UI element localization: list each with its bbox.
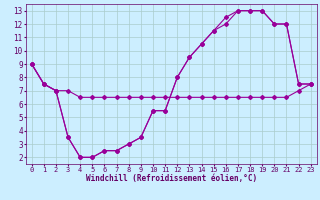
X-axis label: Windchill (Refroidissement éolien,°C): Windchill (Refroidissement éolien,°C) (86, 174, 257, 183)
